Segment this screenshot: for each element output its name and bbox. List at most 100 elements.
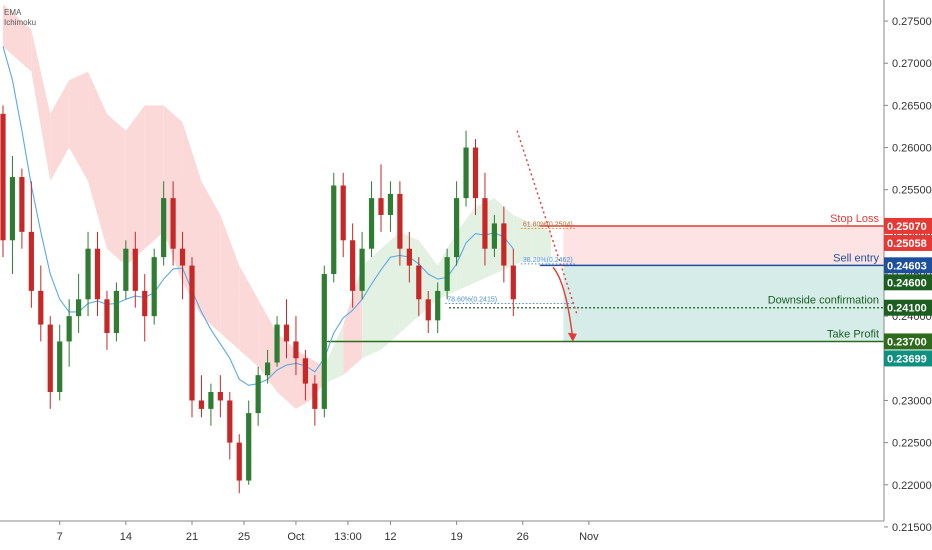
price-badge-text: 0.24600 [887,277,927,289]
candle-body [416,265,422,300]
candle-body [113,290,119,334]
cloud-segment [513,214,533,266]
cloud-segment [31,29,51,182]
price-badge[interactable]: 0.24600 [884,274,932,291]
y-tick-label: 0.25500 [892,185,932,197]
x-tick-label: 19 [450,531,462,543]
candle-body [208,392,214,409]
candle-body [302,358,308,384]
candle [76,274,82,334]
indicator-ema-label: EMA [4,8,22,17]
price-badge[interactable]: 0.25070 [884,217,932,234]
price-badge-text: 0.25058 [887,238,927,250]
cloud-segment [201,181,221,334]
candle [501,206,507,283]
level-label: Sell entry [833,252,879,264]
price-badge-text: 0.23699 [887,353,927,365]
candle [283,299,290,359]
candle [265,349,271,384]
candle [255,366,261,426]
candle [340,172,346,258]
candle [227,392,233,460]
candle-body [19,177,25,232]
time-axis[interactable]: 7 14 21 25 Oct 13:00 12 19 26 Nov [0,520,884,543]
price-badge[interactable]: 0.23699 [884,350,932,367]
candle [321,265,327,418]
price-badge[interactable]: 0.24603 [884,257,932,274]
candle-body [406,248,412,266]
candle [161,181,167,266]
cloud-segment [69,71,89,182]
candle [19,168,25,249]
fib-label: 61.80%(0.2504) [523,221,573,228]
candle-body [331,185,337,274]
cloud-segment [88,71,107,249]
candle [142,274,148,342]
candle-body [387,193,394,215]
price-badge-text: 0.23700 [887,336,927,348]
candle [368,181,375,258]
candle-body [161,198,167,258]
candle-body [472,147,479,199]
candle-body [482,198,488,249]
candle [170,181,176,266]
price-badge-bg [884,234,932,251]
candle-body [368,198,375,249]
candle-body [397,193,403,249]
price-axis[interactable]: 0.27500 0.27000 0.26500 0.26000 0.25500 0.250… [883,0,932,534]
candle-body [501,223,507,266]
candle-body [444,257,450,291]
candle-body [227,400,233,443]
fib-label: 78.60%(0.2415) [447,297,497,304]
candle-body [491,223,497,249]
x-tick-label: 7 [57,531,63,543]
candle-body [76,299,82,317]
indicator-ichimoku-label: Ichimoku [4,18,36,27]
y-tick-label: 0.26000 [892,143,932,155]
reward-zone [563,265,884,342]
annotations [516,130,579,342]
candle-body [104,299,110,334]
candle-body [463,147,469,199]
candle [510,248,516,317]
candle-body [425,299,431,321]
candle-body [340,185,346,241]
candle-body [321,274,327,409]
cloud-segment [144,105,164,249]
level-label: Take Profit [827,328,879,340]
price-badge[interactable]: 0.24100 [884,299,932,316]
candle-body [350,240,356,291]
arrow-head [567,332,577,342]
candle-body [189,265,195,401]
candle-body [274,324,280,363]
candle-body [94,248,101,300]
y-tick-label: 0.22000 [892,480,932,492]
candle [463,130,469,207]
price-badge-bg [884,257,932,274]
x-tick-label: 13:00 [334,531,362,543]
cloud-segment [381,231,400,350]
price-badge-bg [884,217,932,234]
price-badge[interactable]: 0.23700 [884,333,932,350]
candle [293,316,299,376]
candle-body [151,257,157,317]
candle [444,248,450,300]
price-badge-text: 0.24603 [887,260,927,272]
candle [406,231,412,283]
y-tick-label: 0.23000 [892,395,932,407]
candle [94,231,101,317]
price-badge-bg [884,350,932,367]
candle [0,105,6,258]
price-badge-bg [884,333,932,350]
candle [302,349,308,401]
level-label: Downside confirmation [768,295,879,307]
candle [331,172,337,283]
candle-body [198,400,205,409]
price-badge[interactable]: 0.25058 [884,234,932,251]
y-tick-label: 0.27500 [892,16,932,28]
candle-body [236,442,242,481]
indicator-legend: EMA Ichimoku [4,8,36,27]
x-tick-label: Oct [287,531,304,543]
x-tick-label: 12 [384,531,396,543]
